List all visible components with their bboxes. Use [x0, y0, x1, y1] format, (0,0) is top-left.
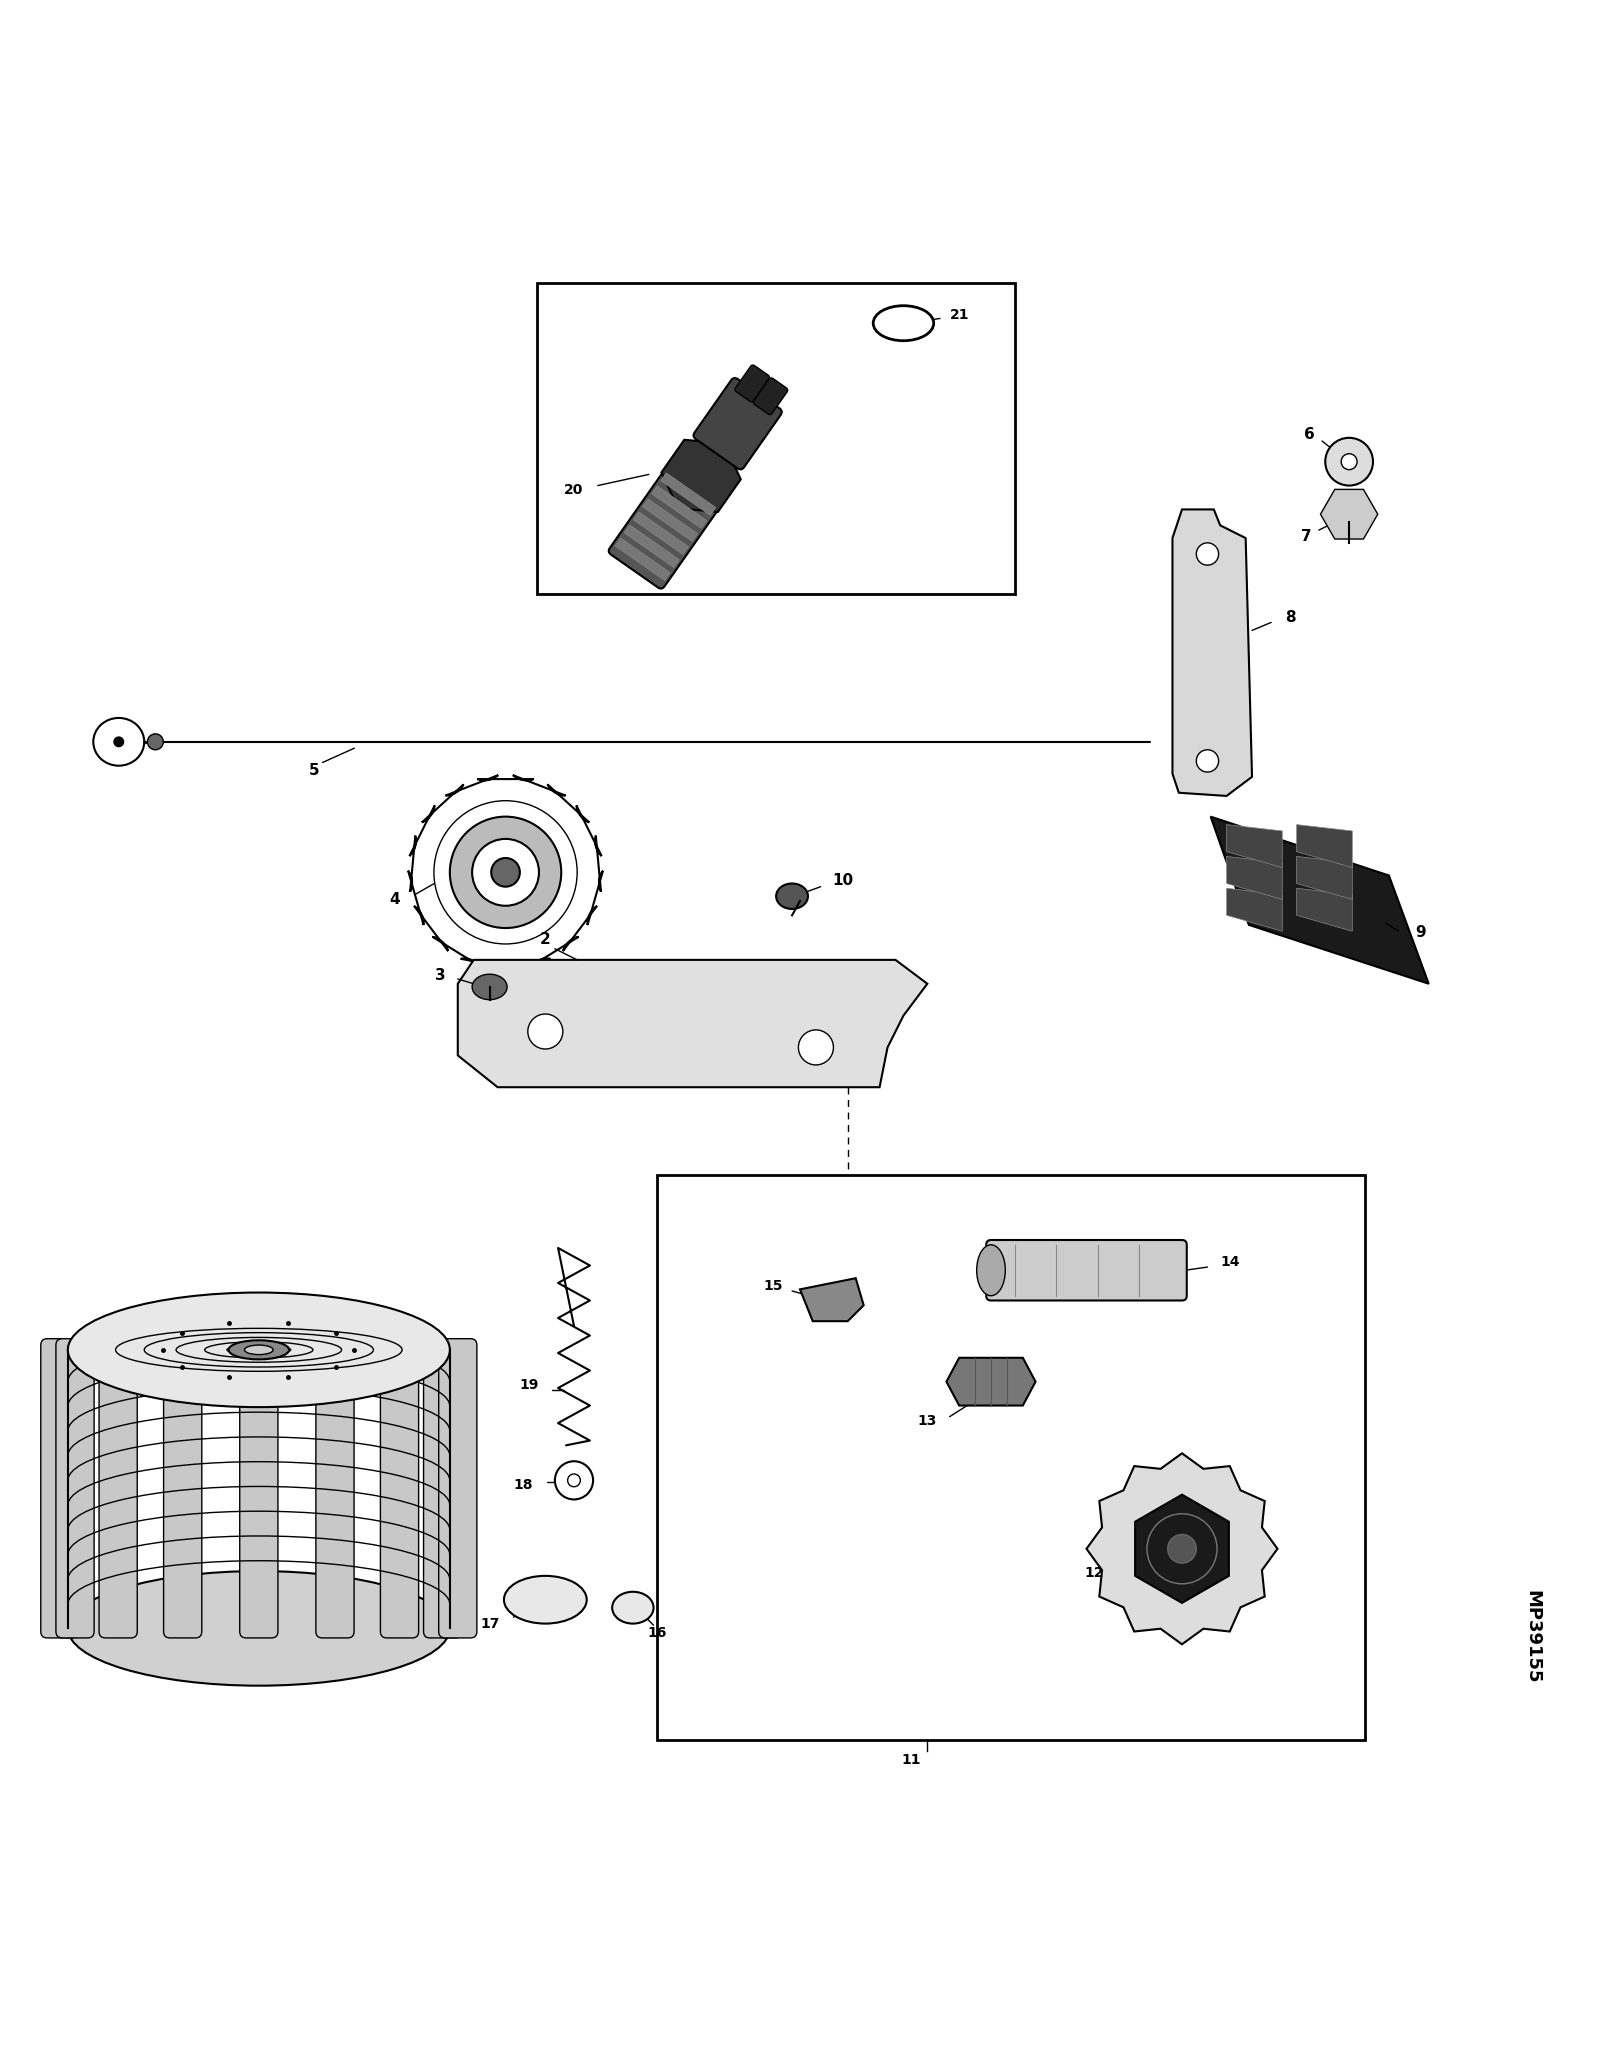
FancyBboxPatch shape: [99, 1339, 138, 1638]
Ellipse shape: [613, 1593, 653, 1624]
Text: 9: 9: [1416, 926, 1426, 941]
Text: 14: 14: [1221, 1254, 1240, 1269]
Ellipse shape: [245, 1345, 274, 1355]
Ellipse shape: [229, 1341, 290, 1360]
Ellipse shape: [1168, 1535, 1197, 1564]
Ellipse shape: [1197, 543, 1219, 565]
FancyBboxPatch shape: [315, 1339, 354, 1638]
Polygon shape: [947, 1357, 1035, 1405]
Text: 3: 3: [435, 968, 445, 984]
Text: MP39155: MP39155: [1523, 1591, 1541, 1683]
Text: 8: 8: [1285, 611, 1296, 625]
Text: 7: 7: [1301, 528, 1312, 545]
Ellipse shape: [976, 1244, 1005, 1296]
FancyBboxPatch shape: [754, 378, 787, 415]
Ellipse shape: [555, 1461, 594, 1500]
Ellipse shape: [874, 305, 934, 340]
Ellipse shape: [67, 1572, 450, 1685]
FancyBboxPatch shape: [734, 365, 770, 402]
Text: 15: 15: [763, 1279, 782, 1294]
Polygon shape: [1296, 889, 1352, 930]
Text: 13: 13: [918, 1415, 938, 1428]
Text: 20: 20: [565, 483, 584, 497]
Ellipse shape: [147, 734, 163, 749]
Polygon shape: [1173, 510, 1253, 796]
FancyBboxPatch shape: [438, 1339, 477, 1638]
Text: 10: 10: [832, 873, 853, 887]
FancyBboxPatch shape: [381, 1339, 419, 1638]
FancyBboxPatch shape: [656, 1174, 1365, 1739]
FancyBboxPatch shape: [693, 378, 782, 470]
Text: 11: 11: [902, 1754, 922, 1768]
Text: 21: 21: [949, 307, 970, 322]
Polygon shape: [1227, 889, 1282, 930]
Text: 2: 2: [539, 932, 550, 947]
Polygon shape: [458, 959, 928, 1087]
Polygon shape: [1296, 825, 1352, 869]
Ellipse shape: [798, 1029, 834, 1065]
FancyBboxPatch shape: [538, 283, 1014, 594]
Text: 5: 5: [309, 763, 320, 778]
Ellipse shape: [114, 736, 123, 747]
Polygon shape: [1227, 825, 1282, 869]
FancyBboxPatch shape: [614, 538, 670, 580]
Polygon shape: [800, 1279, 864, 1320]
Polygon shape: [408, 776, 603, 970]
FancyBboxPatch shape: [163, 1339, 202, 1638]
FancyBboxPatch shape: [661, 472, 715, 516]
FancyBboxPatch shape: [651, 487, 707, 528]
Polygon shape: [1086, 1452, 1277, 1644]
Text: 18: 18: [514, 1477, 533, 1492]
FancyBboxPatch shape: [643, 499, 698, 541]
Text: 17: 17: [480, 1617, 499, 1630]
Ellipse shape: [776, 883, 808, 910]
Polygon shape: [1227, 856, 1282, 899]
Polygon shape: [1296, 856, 1352, 899]
FancyBboxPatch shape: [56, 1339, 94, 1638]
Text: 1: 1: [94, 1357, 106, 1374]
Ellipse shape: [491, 858, 520, 887]
FancyBboxPatch shape: [634, 512, 688, 555]
Text: 6: 6: [1304, 427, 1315, 441]
Ellipse shape: [472, 840, 539, 906]
Ellipse shape: [450, 817, 562, 928]
FancyBboxPatch shape: [240, 1339, 278, 1638]
Ellipse shape: [1341, 454, 1357, 470]
Ellipse shape: [504, 1576, 587, 1624]
FancyBboxPatch shape: [424, 1339, 462, 1638]
FancyBboxPatch shape: [624, 524, 680, 567]
FancyBboxPatch shape: [40, 1339, 78, 1638]
Polygon shape: [1211, 817, 1429, 984]
FancyBboxPatch shape: [608, 460, 725, 588]
Ellipse shape: [528, 1015, 563, 1048]
Text: 16: 16: [646, 1626, 667, 1640]
Ellipse shape: [1197, 749, 1219, 772]
Text: 12: 12: [1085, 1566, 1104, 1580]
Text: 4: 4: [389, 891, 400, 908]
Ellipse shape: [434, 800, 578, 945]
Ellipse shape: [1325, 437, 1373, 485]
Ellipse shape: [472, 974, 507, 1001]
Ellipse shape: [67, 1294, 450, 1407]
Text: 19: 19: [520, 1378, 539, 1393]
Ellipse shape: [568, 1473, 581, 1487]
FancyBboxPatch shape: [986, 1240, 1187, 1300]
